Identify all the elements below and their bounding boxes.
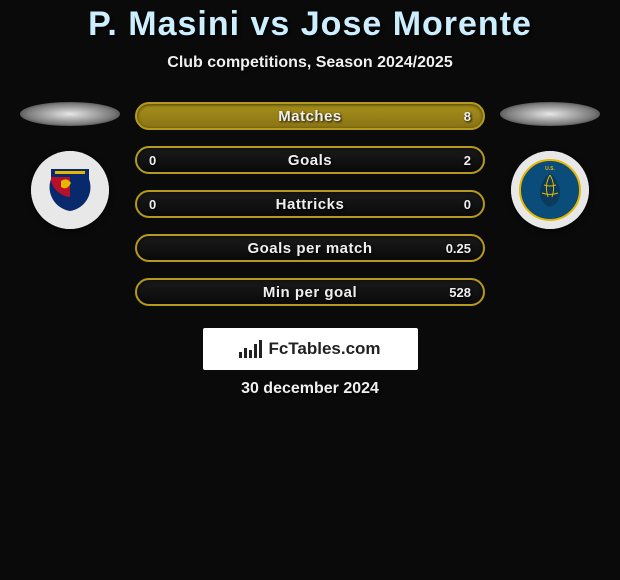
stat-bar: 0 Goals 2 (135, 146, 485, 174)
stat-right-value: 0 (464, 197, 471, 212)
stats-column: Matches 8 0 Goals 2 0 Hattricks 0 Goals per matc… (135, 102, 485, 306)
left-club-badge-icon (31, 151, 109, 229)
left-player-col (20, 102, 120, 229)
body-row: Matches 8 0 Goals 2 0 Hattricks 0 Goals per matc… (0, 102, 620, 306)
stat-label: Matches (278, 108, 342, 125)
right-club-badge-icon: U.S. (511, 151, 589, 229)
stat-bar: 0 Hattricks 0 (135, 190, 485, 218)
stat-bar: Matches 8 (135, 102, 485, 130)
comparison-card: P. Masini vs Jose Morente Club competiti… (0, 0, 620, 450)
stat-label: Goals per match (247, 240, 372, 257)
watermark-text: FcTables.com (268, 339, 380, 359)
stat-left-value: 0 (149, 153, 156, 168)
chart-bars-icon (239, 340, 262, 358)
stat-right-value: 8 (464, 109, 471, 124)
stat-right-value: 528 (449, 285, 471, 300)
subtitle: Club competitions, Season 2024/2025 (0, 54, 620, 72)
stat-bar: Min per goal 528 (135, 278, 485, 306)
svg-text:U.S.: U.S. (545, 166, 555, 172)
stat-left-value: 0 (149, 197, 156, 212)
stat-label: Hattricks (276, 196, 345, 213)
date-line: 30 december 2024 (0, 380, 620, 398)
right-player-col: U.S. (500, 102, 600, 229)
right-player-silhouette-icon (500, 102, 600, 126)
stat-right-value: 0.25 (446, 241, 471, 256)
stat-bar: Goals per match 0.25 (135, 234, 485, 262)
left-player-silhouette-icon (20, 102, 120, 126)
watermark-box: FcTables.com (203, 328, 418, 370)
title: P. Masini vs Jose Morente (0, 5, 620, 44)
stat-right-value: 2 (464, 153, 471, 168)
stat-label: Min per goal (263, 284, 357, 301)
stat-label: Goals (288, 152, 332, 169)
